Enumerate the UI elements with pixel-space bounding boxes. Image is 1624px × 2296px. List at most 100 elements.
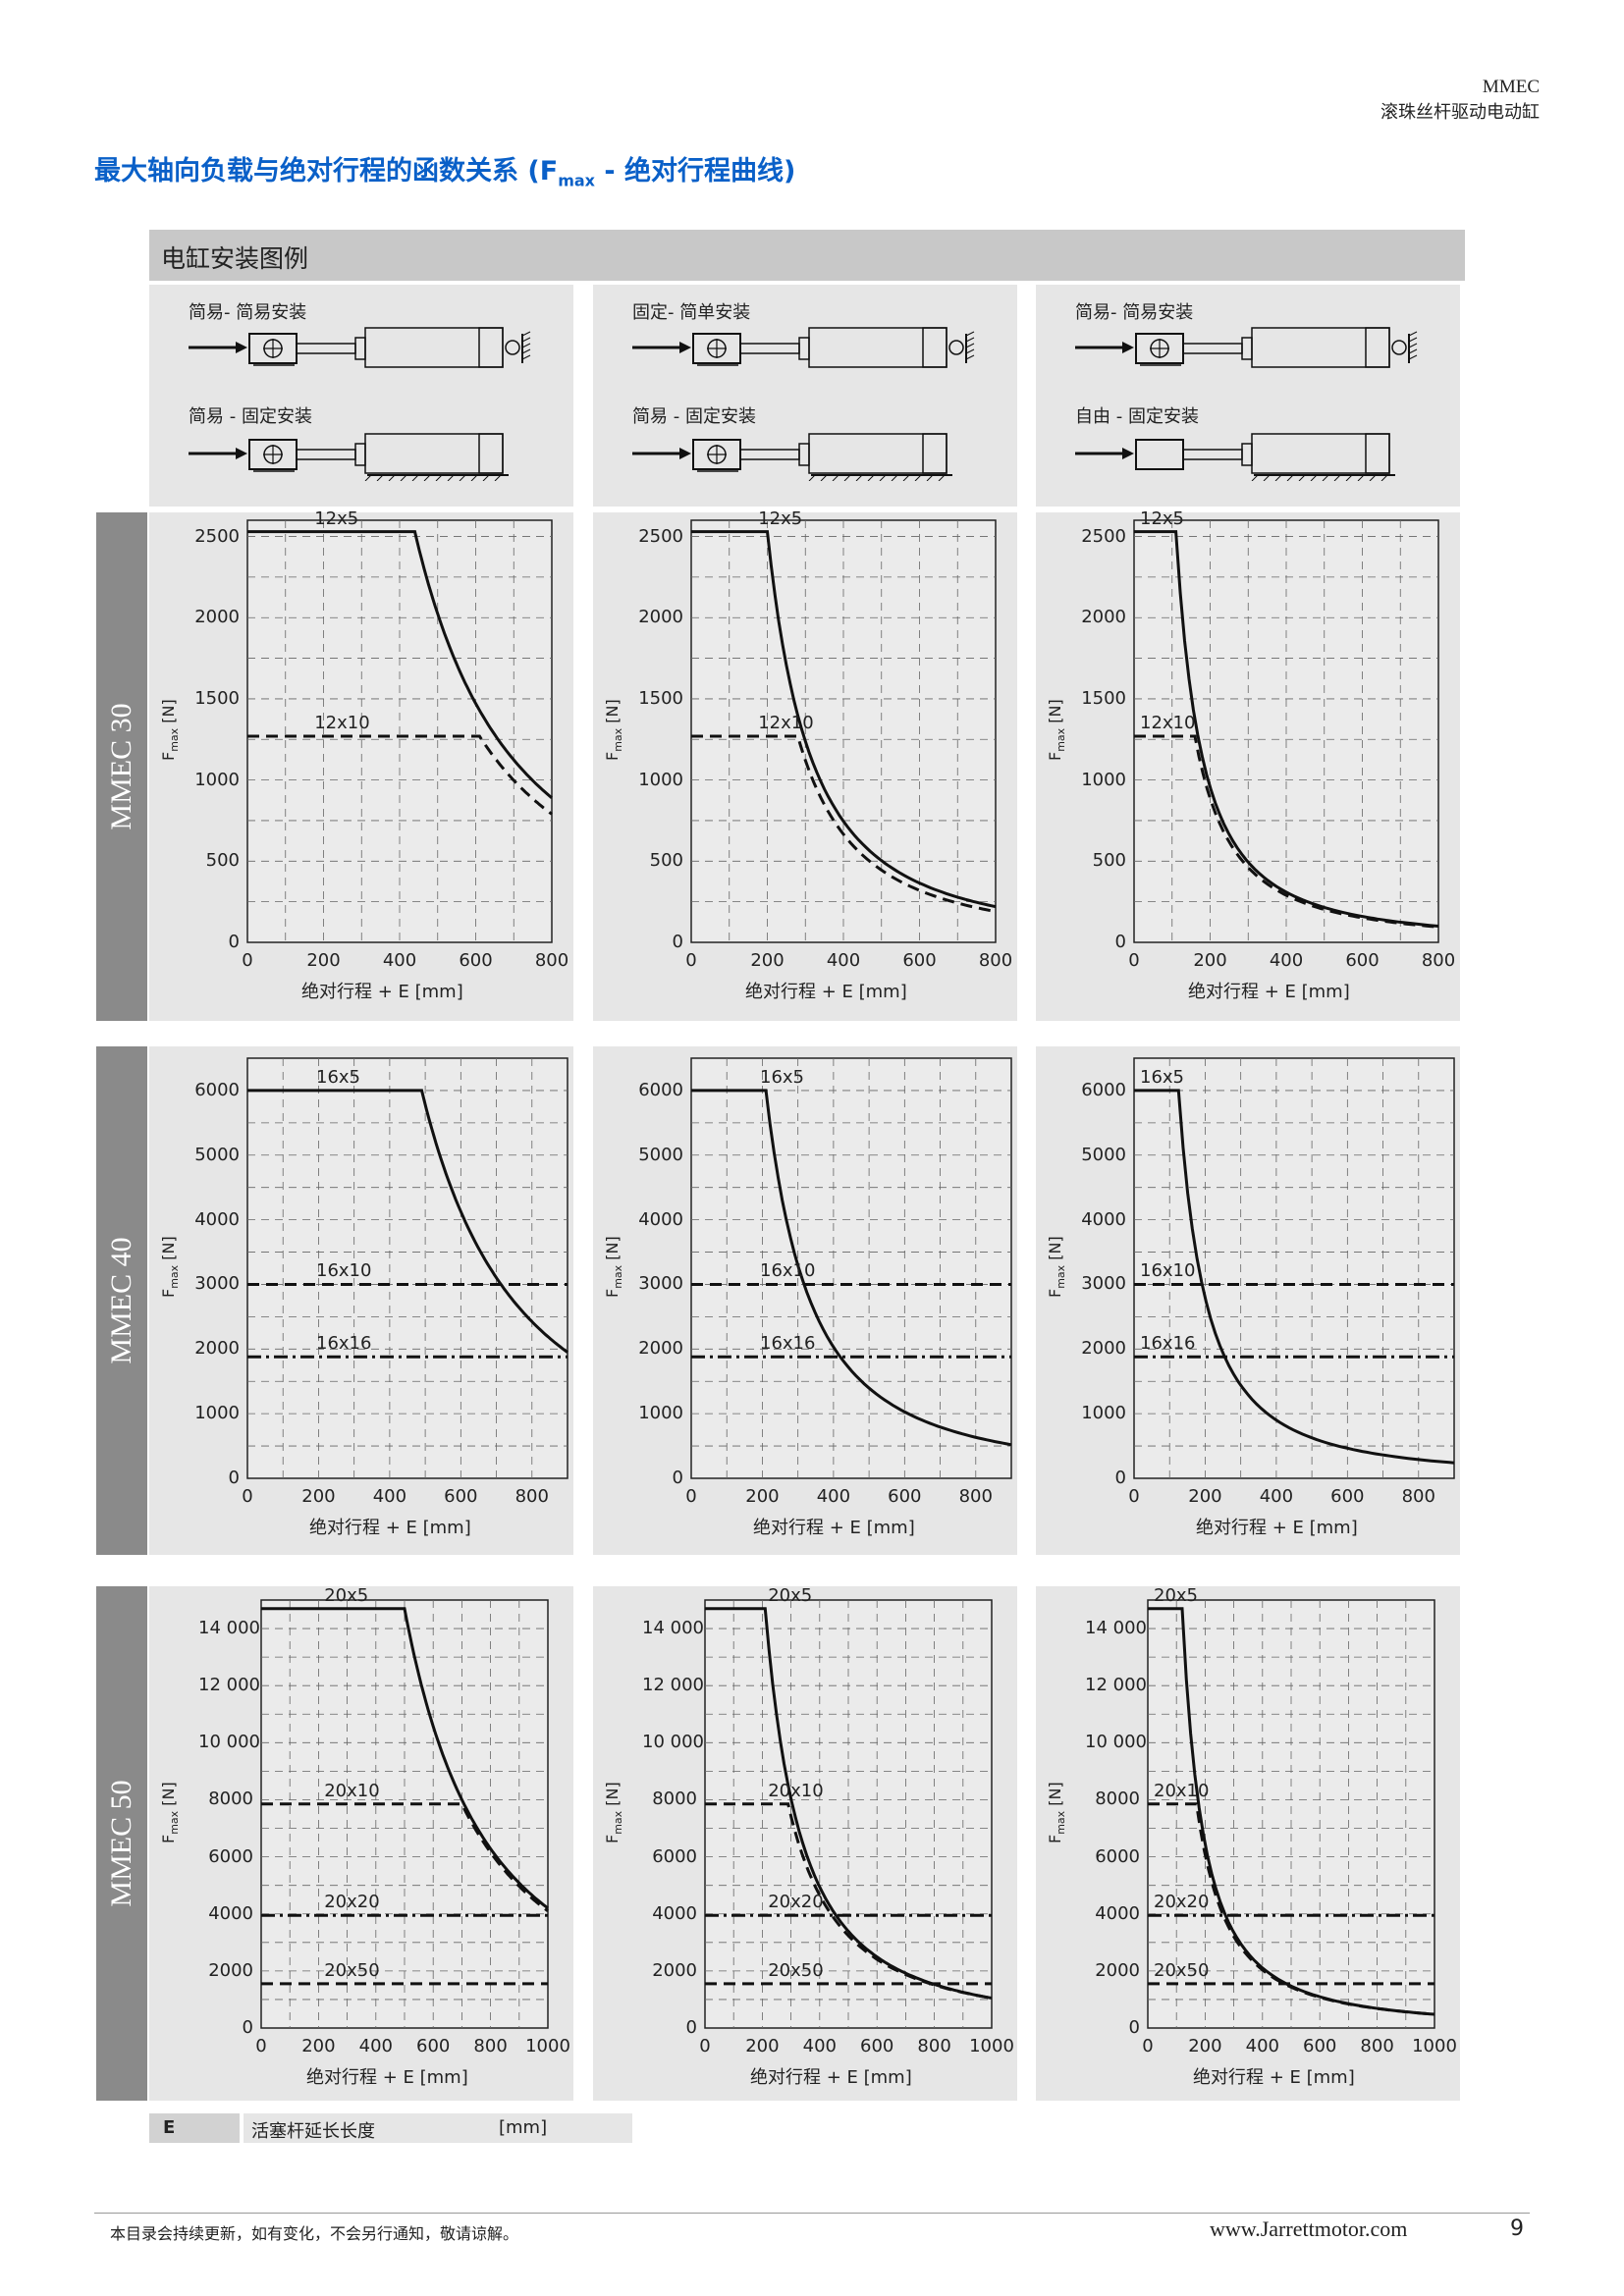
series-label: 20x50 (324, 1959, 380, 1981)
y-tick-label: 500 (649, 850, 683, 872)
y-axis-label: Fmax [N] (603, 1782, 625, 1843)
x-axis-label: 绝对行程 + E [mm] (309, 1518, 471, 1538)
y-tick-label: 14 000 (1085, 1618, 1147, 1639)
x-tick-label: 800 (978, 950, 1013, 971)
series-label: 16x5 (1140, 1066, 1185, 1088)
y-axis-label: Fmax [N] (159, 1236, 182, 1298)
y-tick-label: 1000 (1081, 769, 1126, 790)
x-tick-label: 600 (902, 950, 937, 971)
x-tick-label: 0 (685, 950, 697, 971)
y-tick-label: 8000 (1095, 1789, 1140, 1810)
y-axis-label: Fmax [N] (603, 1236, 625, 1298)
y-axis-label: Fmax [N] (603, 699, 625, 761)
y-tick-label: 6000 (652, 1845, 697, 1867)
y-tick-label: 3000 (1081, 1273, 1126, 1295)
y-tick-label: 10 000 (642, 1732, 704, 1753)
series-label: 12x10 (1140, 712, 1196, 733)
x-tick-label: 800 (534, 950, 569, 971)
mounting-diagram-icon (632, 327, 975, 368)
y-tick-label: 1500 (1081, 687, 1126, 709)
mounting-diagram-icon (189, 433, 509, 481)
y-tick-label: 1500 (638, 687, 683, 709)
chart-plot (704, 1599, 993, 2029)
y-axis-label: Fmax [N] (1046, 1782, 1068, 1843)
mounting-legend-bar: 电缸安装图例 (149, 230, 1465, 281)
x-tick-label: 600 (444, 1486, 478, 1507)
x-tick-label: 0 (242, 950, 253, 971)
y-tick-label: 4000 (1095, 1902, 1140, 1924)
x-tick-label: 400 (358, 2036, 393, 2056)
x-tick-label: 200 (745, 2036, 780, 2056)
x-axis-label: 绝对行程 + E [mm] (1196, 1518, 1358, 1538)
x-tick-label: 0 (1128, 950, 1140, 971)
y-axis-label: Fmax [N] (1046, 1236, 1068, 1298)
x-tick-label: 400 (1245, 2036, 1279, 2056)
series-line-12x5 (247, 530, 553, 799)
x-tick-label: 600 (1345, 950, 1380, 971)
mounting-label-bottom: 自由 - 固定安装 (1075, 406, 1199, 427)
y-tick-label: 4000 (208, 1902, 253, 1924)
series-label: 20x50 (768, 1959, 824, 1981)
y-tick-label: 500 (1092, 850, 1126, 872)
x-axis-label: 绝对行程 + E [mm] (745, 982, 907, 1002)
series-label: 16x10 (1140, 1260, 1196, 1282)
x-tick-label: 800 (917, 2036, 951, 2056)
y-tick-label: 6000 (1081, 1079, 1126, 1100)
series-line-12x10 (247, 734, 553, 816)
x-tick-label: 800 (514, 1486, 549, 1507)
mounting-diagram-icon (1075, 327, 1418, 368)
y-tick-label: 10 000 (198, 1732, 260, 1753)
y-tick-label: 6000 (638, 1079, 683, 1100)
x-tick-label: 400 (816, 1486, 851, 1507)
mounting-label-top: 固定- 简单安装 (632, 302, 751, 323)
chart-panel-mmec40-2: 16x5 16x10 16x16 0 1000 2000 3000 4000 5000 6000 0… (593, 1046, 1017, 1555)
x-tick-label: 200 (1193, 950, 1227, 971)
y-tick-label: 2000 (1081, 1338, 1126, 1360)
x-tick-label: 400 (826, 950, 861, 971)
x-tick-label: 200 (1188, 1486, 1222, 1507)
footer-url[interactable]: www.Jarrettmotor.com (1210, 2216, 1408, 2241)
chart-panel-mmec30-1: 12x5 12x10 0 500 1000 1500 2000 2500 0 200 400 600 8… (149, 508, 573, 1021)
y-tick-label: 3000 (638, 1273, 683, 1295)
page-title: 最大轴向负载与绝对行程的函数关系 (Fmax - 绝对行程曲线) (94, 156, 796, 190)
series-line-12x10 (691, 734, 997, 914)
x-tick-label: 600 (1330, 1486, 1365, 1507)
header-model: MMEC (1482, 77, 1540, 97)
mounting-label-top: 简易- 简易安装 (189, 302, 307, 323)
x-axis-label: 绝对行程 + E [mm] (1188, 982, 1350, 1002)
series-label: 16x10 (316, 1260, 372, 1282)
x-tick-label: 600 (459, 950, 493, 971)
x-tick-label: 0 (1142, 2036, 1154, 2056)
y-tick-label: 4000 (638, 1208, 683, 1230)
y-tick-label: 5000 (1081, 1144, 1126, 1165)
y-tick-label: 1000 (194, 1403, 240, 1424)
y-tick-label: 4000 (194, 1208, 240, 1230)
x-tick-label: 600 (888, 1486, 922, 1507)
series-label: 12x5 (314, 507, 359, 529)
y-tick-label: 12 000 (642, 1675, 704, 1696)
x-tick-label: 400 (372, 1486, 407, 1507)
x-tick-label: 200 (301, 2036, 336, 2056)
y-tick-label: 3000 (194, 1273, 240, 1295)
plot-area (246, 1057, 568, 1479)
y-tick-label: 0 (242, 2017, 253, 2038)
chart-plot (1147, 1599, 1435, 2029)
footer-divider (94, 2213, 1530, 2214)
x-tick-label: 200 (745, 1486, 780, 1507)
x-tick-label: 800 (958, 1486, 993, 1507)
mounting-label-bottom: 简易 - 固定安装 (189, 406, 312, 427)
series-label: 20x20 (768, 1892, 824, 1913)
x-tick-label: 200 (306, 950, 341, 971)
y-tick-label: 5000 (194, 1144, 240, 1165)
chart-panel-mmec50-1: 20x5 20x10 20x20 20x50 0 2000 4000 6000 8000 10 0… (149, 1584, 573, 2101)
series-label: 16x5 (760, 1066, 805, 1088)
x-tick-label: 1000 (1412, 2036, 1457, 2056)
y-tick-label: 6000 (194, 1079, 240, 1100)
x-tick-label: 400 (802, 2036, 837, 2056)
series-label: 20x5 (324, 1584, 369, 1606)
mounting-panel-3: 简易- 简易安装 自由 - 固定安装 (1036, 285, 1460, 507)
x-axis-label: 绝对行程 + E [mm] (306, 2067, 468, 2088)
x-tick-label: 400 (382, 950, 417, 971)
x-tick-label: 400 (1269, 950, 1304, 971)
chart-panel-mmec50-2: 20x5 20x10 20x20 20x50 0 2000 4000 6000 8000 10 0… (593, 1585, 1017, 2101)
